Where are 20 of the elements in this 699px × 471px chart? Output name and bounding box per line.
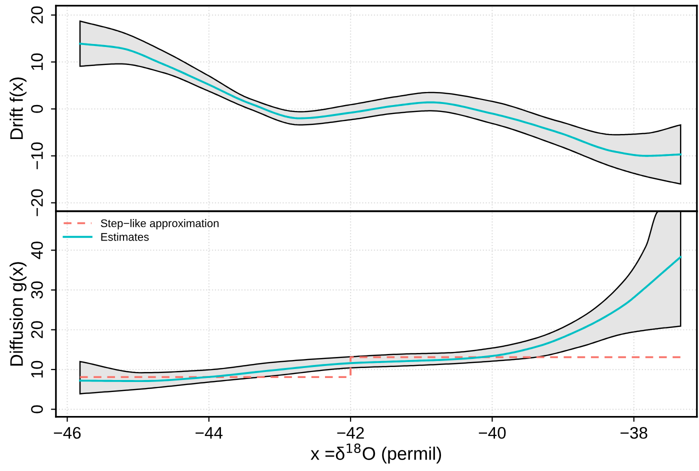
y-tick-label: 40: [31, 242, 43, 260]
x-tick-label: −42: [337, 426, 364, 439]
x-tick-label: −40: [478, 426, 506, 439]
y-axis-title: Drift f(x): [10, 77, 26, 140]
x-tick-label: −46: [54, 426, 81, 439]
x-axis-title: x =δ$^{18}$O (permil): [310, 443, 442, 464]
y-tick-label: 0: [31, 104, 43, 113]
y-tick-label: −10: [31, 142, 43, 170]
y-tick-label: 10: [31, 53, 43, 70]
y-axis-title: Diffusion g(x): [10, 262, 26, 366]
y-tick-label: 20: [31, 321, 43, 338]
y-tick-label: 10: [31, 360, 43, 378]
y-tick-label: 30: [31, 281, 43, 299]
y-tick-label: 0: [31, 405, 43, 414]
legend-label: Estimates: [101, 232, 149, 241]
legend-label: Step−like approximation: [100, 219, 219, 230]
y-tick-label: −20: [31, 189, 43, 216]
x-tick-label: −38: [620, 426, 648, 439]
y-tick-label: 20: [31, 6, 43, 24]
x-tick-label: −44: [196, 427, 223, 439]
